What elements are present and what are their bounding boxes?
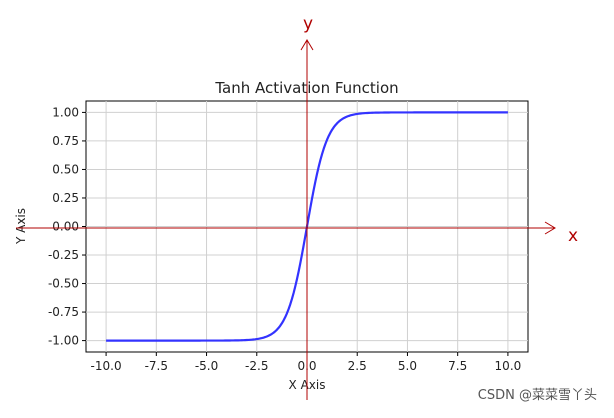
ticks: -10.0 -7.5 -5.0 -2.5 0.0 2.5 5.0 7.5 10.0-1.00-0…: [48, 105, 521, 373]
red-y-arrowhead: [300, 39, 314, 51]
y-tick-label: -0.25: [48, 248, 79, 262]
x-tick-label: -5.0: [195, 359, 218, 373]
x-tick-label: 5.0: [398, 359, 417, 373]
red-x-arrowhead: [544, 221, 556, 235]
y-tick-label: 1.00: [52, 105, 79, 119]
y-tick-label: 0.00: [52, 220, 79, 234]
watermark: CSDN @菜菜雪丫头: [478, 388, 597, 403]
y-tick-label: -0.75: [48, 305, 79, 319]
y-arrow-label: y: [303, 14, 313, 34]
y-tick-label: -0.50: [48, 277, 79, 291]
x-tick-label: -10.0: [91, 359, 122, 373]
y-axis-label: Y Axis: [14, 208, 28, 245]
y-tick-label: 0.25: [52, 191, 79, 205]
x-tick-label: -7.5: [145, 359, 168, 373]
y-tick-label: 0.50: [52, 162, 79, 176]
x-tick-label: 10.0: [495, 359, 522, 373]
x-tick-label: 7.5: [448, 359, 467, 373]
x-tick-label: 2.5: [348, 359, 367, 373]
x-arrow-label: x: [568, 226, 578, 246]
x-tick-label: -2.5: [245, 359, 268, 373]
y-tick-label: -1.00: [48, 334, 79, 348]
y-tick-label: 0.75: [52, 134, 79, 148]
